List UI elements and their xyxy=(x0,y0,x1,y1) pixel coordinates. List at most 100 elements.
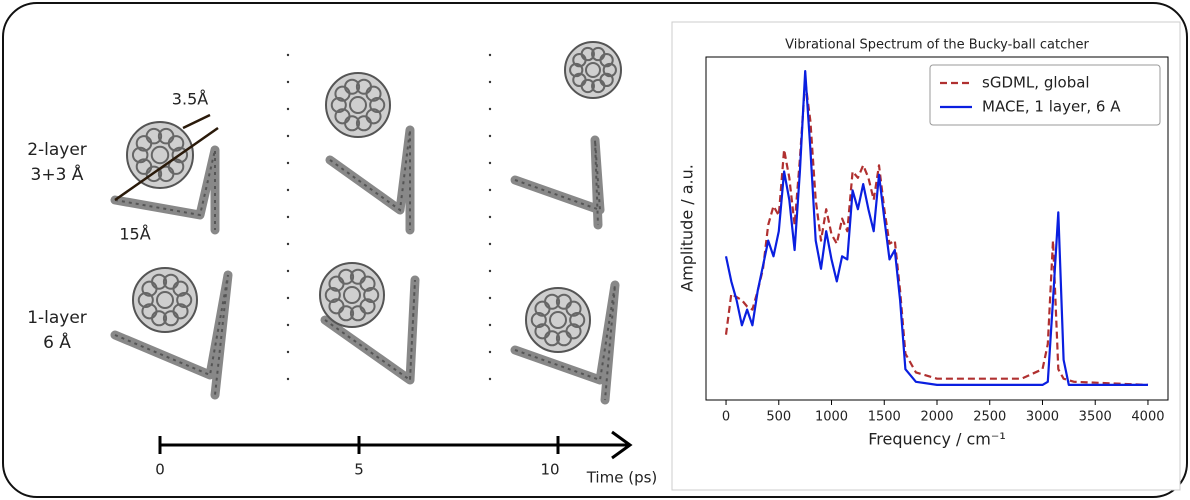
atom xyxy=(176,291,193,309)
atom xyxy=(349,96,367,114)
atom xyxy=(572,72,587,88)
atom xyxy=(544,293,561,310)
arrow xyxy=(182,113,211,130)
separator-dot xyxy=(488,215,492,219)
atom xyxy=(324,286,341,304)
atom xyxy=(344,78,361,95)
gap-annotation: 3.5Å xyxy=(172,90,208,109)
fullerene xyxy=(126,121,194,189)
atom xyxy=(151,273,168,290)
x-tick-label: 3000 xyxy=(1026,410,1059,425)
atom xyxy=(365,85,382,102)
series-line xyxy=(724,70,1148,386)
legend-label: sGDML, global xyxy=(982,74,1090,92)
separator-dot xyxy=(488,134,492,138)
atom xyxy=(137,291,154,309)
atom xyxy=(555,330,572,347)
separator-dot xyxy=(286,134,290,138)
atom xyxy=(591,78,606,94)
span-annotation: 15Å xyxy=(119,225,150,244)
atom xyxy=(569,62,584,78)
separator-dot xyxy=(488,377,492,381)
separator-dot xyxy=(286,377,290,381)
timeline-tick-label: 10 xyxy=(540,461,559,479)
atom xyxy=(141,303,158,320)
atom xyxy=(343,286,361,304)
separator-dot xyxy=(488,188,492,192)
x-tick-label: 4000 xyxy=(1131,410,1164,425)
separator-dot xyxy=(488,242,492,246)
separator-dot xyxy=(286,161,290,165)
separator-dot xyxy=(286,296,290,300)
row-label: 1-layer xyxy=(27,308,87,328)
atom xyxy=(328,298,345,315)
atom xyxy=(172,280,189,297)
atom xyxy=(534,323,551,340)
fullerene xyxy=(132,267,198,333)
separator-dot xyxy=(488,350,492,354)
chart-title: Vibrational Spectrum of the Bucky-ball c… xyxy=(785,38,1089,53)
x-tick-label: 1500 xyxy=(868,410,901,425)
atom xyxy=(338,268,355,285)
catcher-core xyxy=(114,274,229,396)
separator-dot xyxy=(488,323,492,327)
x-tick-label: 2500 xyxy=(973,410,1006,425)
atom xyxy=(157,165,175,183)
row-label: 6 Å xyxy=(43,331,71,353)
legend-label: MACE, 1 layer, 6 A xyxy=(982,98,1121,116)
separator-dot xyxy=(488,161,492,165)
catcher-core xyxy=(324,279,416,382)
y-axis-label: Amplitude / a.u. xyxy=(678,164,697,292)
molecules xyxy=(110,41,622,405)
atom xyxy=(334,108,351,125)
separator-dot xyxy=(488,53,492,57)
series-line xyxy=(724,79,1149,386)
atom xyxy=(162,310,179,327)
separator-dot xyxy=(286,80,290,84)
separator-dot xyxy=(488,80,492,84)
atom xyxy=(580,46,595,62)
fullerene xyxy=(325,72,391,138)
separator-dot xyxy=(286,350,290,354)
atom xyxy=(330,96,347,114)
x-tick-label: 3500 xyxy=(1079,410,1112,425)
atom xyxy=(145,127,163,145)
separator-dot xyxy=(488,296,492,300)
atom xyxy=(530,311,547,329)
atom xyxy=(363,286,380,304)
atom xyxy=(150,145,170,165)
separator-dot xyxy=(488,269,492,273)
x-axis-label: Frequency / cm⁻¹ xyxy=(868,430,1005,449)
fullerene xyxy=(564,41,622,99)
atom xyxy=(355,115,372,132)
separator-dot xyxy=(488,107,492,111)
fullerene xyxy=(319,262,385,328)
row-label: 3+3 Å xyxy=(31,163,84,185)
timeline-tick-label: 0 xyxy=(155,461,165,479)
catcher xyxy=(510,135,605,230)
fullerene xyxy=(525,287,591,353)
x-tick-label: 2000 xyxy=(920,410,953,425)
x-tick-label: 1000 xyxy=(815,410,848,425)
atom xyxy=(167,135,185,152)
atom xyxy=(369,96,386,114)
catcher xyxy=(510,280,620,405)
atom xyxy=(602,62,617,78)
separator-dot xyxy=(286,53,290,57)
atom xyxy=(549,311,567,329)
separator-dot xyxy=(286,323,290,327)
atom xyxy=(156,291,174,309)
atom xyxy=(569,311,586,329)
separator-dot xyxy=(286,107,290,111)
atom xyxy=(349,305,366,322)
atom xyxy=(359,275,376,292)
separator-dot xyxy=(286,215,290,219)
atom xyxy=(565,300,582,317)
x-tick-label: 500 xyxy=(766,410,791,425)
legend-box xyxy=(929,64,1161,126)
atom xyxy=(131,146,149,164)
row-label: 2-layer xyxy=(27,140,87,160)
atom xyxy=(135,158,153,175)
atom xyxy=(171,146,189,164)
